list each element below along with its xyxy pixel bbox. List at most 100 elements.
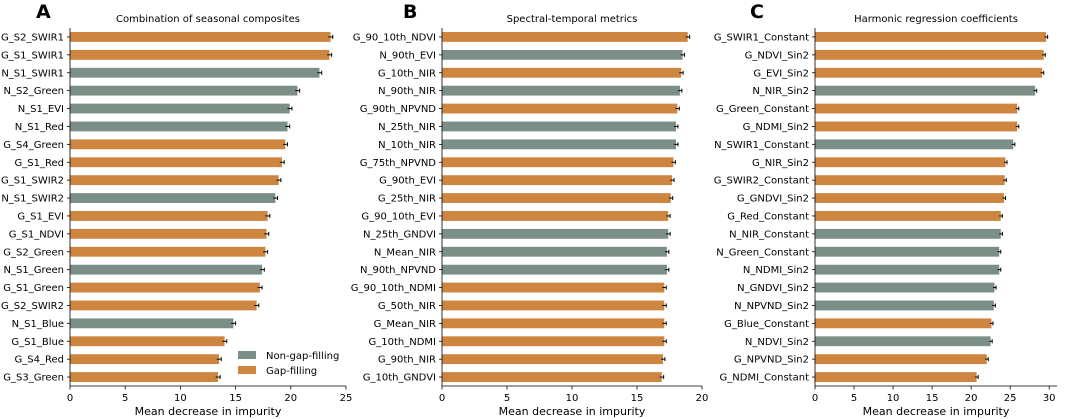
category-label-c-N_Green_Constant: N_Green_Constant [716,247,809,258]
bar-c-G_NDMI_Sin2 [815,121,1018,132]
bar-c-N_Green_Constant [815,246,1000,257]
panel-a-xlabel: Mean decrease in impurity [135,405,282,418]
bar-c-N_NIR_Sin2 [815,85,1036,96]
bar-b-G_50th_NIR [442,300,665,311]
category-label-a-G_S1_Blue: G_S1_Blue [11,337,64,348]
category-label-b-G_90_10th_NDVI: G_90_10th_NDVI [353,32,436,43]
category-label-a-N_S2_Green: N_S2_Green [4,86,64,97]
category-label-b-N_Mean_NIR: N_Mean_NIR [374,247,436,258]
panel-a-letter: A [36,1,51,23]
legend: Non-gap-filling Gap-filling [238,351,339,377]
bar-a-G_S3_Green [70,372,218,382]
bar-c-G_SWIR1_Constant [815,32,1047,42]
x-tick-label-a-15: 15 [229,393,242,404]
x-tick-label-b-5: 5 [504,393,510,404]
bar-c-G_NIR_Sin2 [815,157,1006,168]
category-label-b-G_90th_NPVND: G_90th_NPVND [360,104,437,115]
x-tick-label-b-20: 20 [696,393,709,404]
panel-c-letter: C [750,1,764,23]
bar-a-N_S1_Green [70,264,263,275]
category-label-c-G_NDMI_Sin2: G_NDMI_Sin2 [743,122,809,133]
category-label-b-N_90th_NIR: N_90th_NIR [378,86,436,97]
bar-a-G_S1_Blue [70,336,225,347]
category-label-a-N_S1_Red: N_S1_Red [15,122,64,133]
category-label-a-G_S3_Green: G_S3_Green [3,373,64,384]
bar-c-G_EVI_Sin2 [815,67,1043,78]
category-label-b-N_90th_EVI: N_90th_EVI [379,50,436,61]
bar-c-G_NDVI_Sin2 [815,49,1044,60]
category-label-a-N_S1_EVI: N_S1_EVI [18,104,64,115]
category-label-c-G_EVI_Sin2: G_EVI_Sin2 [753,68,809,79]
x-tick-label-a-10: 10 [174,393,187,404]
legend-label-gap-filling: Gap-filling [266,366,317,377]
bar-a-N_S1_Blue [70,318,234,329]
panel-b-title: Spectral-temporal metrics [507,14,638,25]
bar-a-G_S4_Green [70,139,286,150]
bar-c-G_NDMI_Constant [815,372,977,382]
category-label-c-N_SWIR1_Constant: N_SWIR1_Constant [714,140,809,151]
bar-b-G_25th_NIR [442,193,671,203]
bar-a-N_S1_Red [70,121,288,132]
category-label-b-G_10th_NIR: G_10th_NIR [378,68,436,79]
bar-a-N_S1_SWIR2 [70,193,276,203]
category-label-a-N_S1_Green: N_S1_Green [4,265,64,276]
legend-swatch-non-gap-filling [238,351,256,359]
bar-b-G_90th_EVI [442,175,673,186]
category-label-b-G_90_10th_EVI: G_90_10th_EVI [361,211,436,222]
bar-c-G_Blue_Constant [815,318,992,329]
category-label-a-G_S4_Red: G_S4_Red [15,355,64,366]
category-label-c-N_NDVI_Sin2: N_NDVI_Sin2 [745,337,809,348]
category-label-c-G_NDVI_Sin2: G_NDVI_Sin2 [745,50,809,61]
bar-b-G_10th_NDMI [442,336,665,347]
category-label-b-N_25th_GNDVI: N_25th_GNDVI [363,229,436,240]
x-tick-label-a-5: 5 [122,393,128,404]
x-tick-label-c-10: 10 [887,393,900,404]
bar-a-G_S1_SWIR2 [70,175,279,186]
category-label-c-G_GNDVI_Sin2: G_GNDVI_Sin2 [737,194,809,205]
category-label-b-G_75th_NPVND: G_75th_NPVND [360,158,437,169]
panel-c-title: Harmonic regression coefficients [854,14,1018,25]
bar-b-N_90th_EVI [442,49,683,60]
bar-b-N_25th_NIR [442,121,676,132]
x-tick-label-c-25: 25 [1004,393,1017,404]
category-label-a-G_S1_Red: G_S1_Red [15,158,64,169]
x-tick-label-c-20: 20 [965,393,978,404]
bar-b-N_Mean_NIR [442,246,667,257]
category-label-b-G_90_10th_NDMI: G_90_10th_NDMI [351,283,436,294]
panel-a-title: Combination of seasonal composites [116,14,300,25]
bar-a-G_S1_SWIR1 [70,49,330,60]
bar-a-G_S2_SWIR2 [70,300,257,311]
category-label-b-G_25th_NIR: G_25th_NIR [378,194,436,205]
x-tick-label-a-20: 20 [284,393,297,404]
category-label-b-G_Mean_NIR: G_Mean_NIR [374,319,436,330]
x-tick-label-b-10: 10 [566,393,579,404]
bar-a-G_S1_EVI [70,211,268,221]
category-label-c-N_NPVND_Sin2: N_NPVND_Sin2 [734,301,809,312]
category-label-a-G_S1_Green: G_S1_Green [3,283,64,294]
bar-c-N_NDVI_Sin2 [815,336,991,347]
bar-b-G_90th_NPVND [442,103,678,114]
bar-b-G_10th_NIR [442,67,682,78]
category-label-c-N_NIR_Sin2: N_NIR_Sin2 [752,86,809,97]
category-label-a-G_S1_SWIR2: G_S1_SWIR2 [1,176,64,187]
bar-c-N_SWIR1_Constant [815,139,1014,150]
category-label-a-G_S1_EVI: G_S1_EVI [17,211,64,222]
x-tick-label-b-0: 0 [439,393,445,404]
panel-b-plot: G_90_10th_NDVI N_90th_EVI G_10th_NIR N_90th… [351,28,709,404]
bar-c-N_NPVND_Sin2 [815,300,994,311]
bar-b-N_25th_GNDVI [442,228,669,239]
category-label-b-G_50th_NIR: G_50th_NIR [378,301,436,312]
legend-swatch-gap-filling [238,366,256,374]
bar-b-G_90th_NIR [442,354,663,365]
category-label-c-G_SWIR1_Constant: G_SWIR1_Constant [714,32,809,43]
category-label-a-G_S2_SWIR2: G_S2_SWIR2 [1,301,64,312]
bar-c-N_NDMI_Sin2 [815,264,1000,275]
category-label-a-N_S1_SWIR1: N_S1_SWIR1 [1,68,64,79]
category-label-a-N_S1_Blue: N_S1_Blue [12,319,64,330]
bar-b-G_90_10th_NDMI [442,282,665,293]
category-label-c-N_NDMI_Sin2: N_NDMI_Sin2 [743,265,809,276]
x-tick-label-c-5: 5 [851,393,857,404]
x-tick-label-c-0: 0 [812,393,818,404]
bar-c-G_Red_Constant [815,211,1001,221]
